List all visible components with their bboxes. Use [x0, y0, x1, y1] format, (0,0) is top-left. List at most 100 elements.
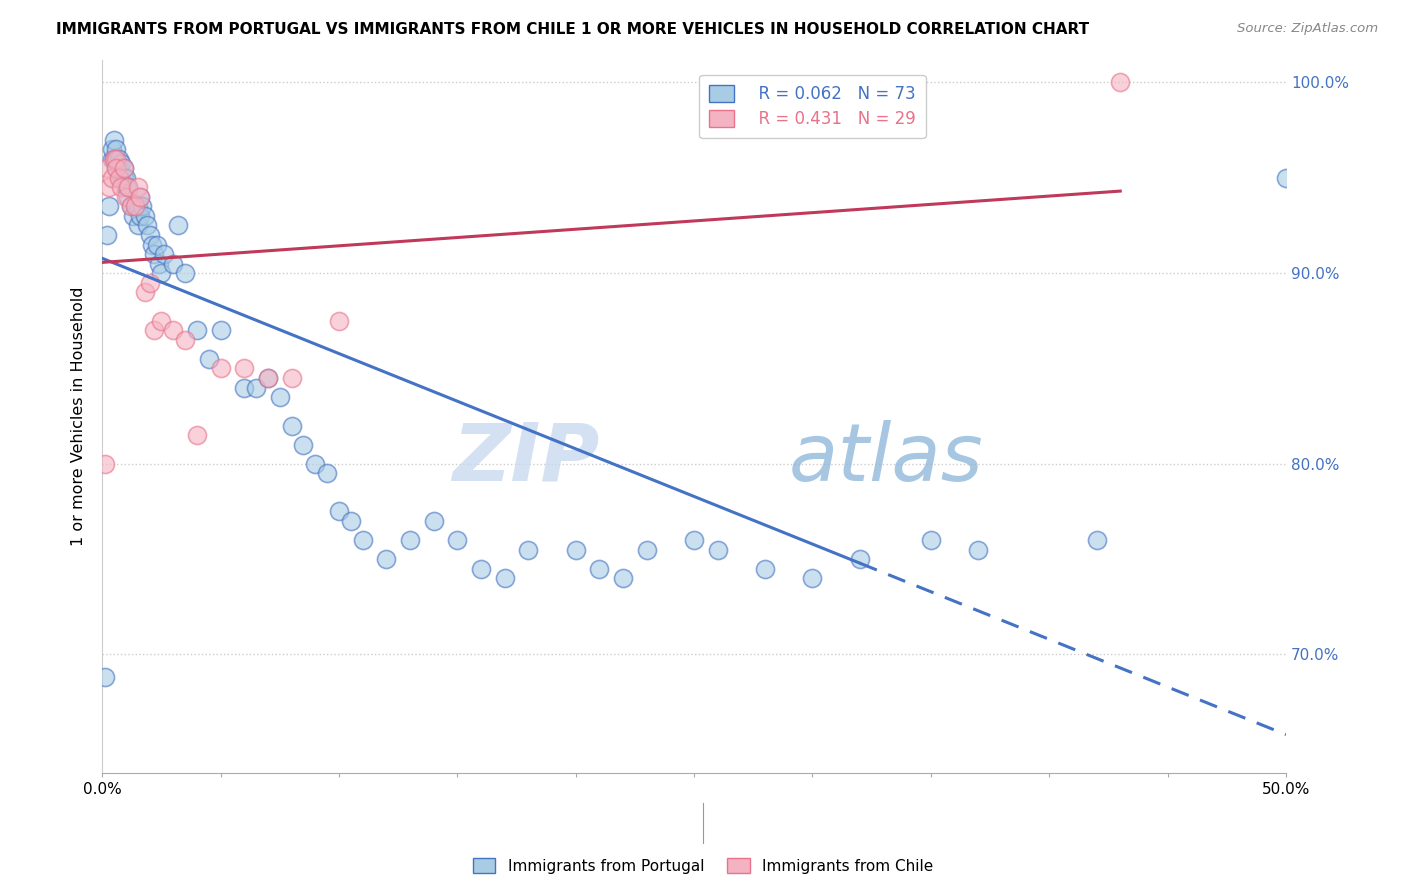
- Point: [233, 361, 256, 376]
- Point: [105, 161, 128, 176]
- Point: [174, 333, 197, 347]
- Point: [967, 542, 990, 557]
- Point: [209, 361, 232, 376]
- Point: [115, 180, 138, 194]
- Point: [103, 152, 125, 166]
- Point: [127, 180, 149, 194]
- Point: [280, 418, 302, 433]
- Point: [186, 323, 208, 337]
- Point: [93, 457, 115, 471]
- Point: [96, 227, 118, 242]
- Point: [134, 209, 156, 223]
- Point: [145, 237, 167, 252]
- Point: [706, 542, 728, 557]
- Point: [683, 533, 706, 547]
- Text: atlas: atlas: [789, 420, 984, 498]
- Point: [100, 142, 122, 156]
- Point: [138, 276, 160, 290]
- Point: [124, 199, 146, 213]
- Point: [1275, 170, 1298, 185]
- Point: [131, 199, 153, 213]
- Point: [107, 152, 129, 166]
- Legend:   R = 0.062   N = 73,   R = 0.431   N = 29: R = 0.062 N = 73, R = 0.431 N = 29: [699, 75, 925, 138]
- Point: [304, 457, 326, 471]
- Point: [152, 247, 174, 261]
- Point: [801, 571, 824, 585]
- Point: [257, 371, 280, 385]
- Point: [446, 533, 468, 547]
- Point: [588, 562, 610, 576]
- Point: [96, 161, 118, 176]
- Point: [103, 133, 125, 147]
- Point: [754, 562, 776, 576]
- Point: [122, 209, 145, 223]
- Text: Source: ZipAtlas.com: Source: ZipAtlas.com: [1237, 22, 1378, 36]
- Point: [105, 161, 128, 176]
- Point: [117, 180, 139, 194]
- Point: [150, 314, 173, 328]
- Point: [422, 514, 444, 528]
- Point: [143, 323, 166, 337]
- Point: [292, 438, 315, 452]
- Point: [103, 152, 125, 166]
- Point: [920, 533, 942, 547]
- Point: [636, 542, 658, 557]
- Point: [129, 190, 152, 204]
- Point: [209, 323, 232, 337]
- Point: [280, 371, 302, 385]
- Point: [233, 380, 256, 394]
- Point: [115, 170, 138, 185]
- Point: [117, 180, 139, 194]
- Point: [120, 199, 142, 213]
- Point: [167, 219, 190, 233]
- Point: [340, 514, 363, 528]
- Point: [316, 467, 339, 481]
- Point: [107, 170, 129, 185]
- Point: [352, 533, 374, 547]
- Point: [399, 533, 422, 547]
- Point: [112, 170, 135, 185]
- Point: [117, 190, 139, 204]
- Point: [1109, 75, 1132, 89]
- Point: [245, 380, 267, 394]
- Point: [143, 247, 166, 261]
- Point: [328, 314, 350, 328]
- Point: [98, 180, 121, 194]
- Point: [517, 542, 540, 557]
- Point: [162, 257, 184, 271]
- Point: [107, 161, 129, 176]
- Point: [112, 161, 135, 176]
- Point: [100, 152, 122, 166]
- Point: [1085, 533, 1108, 547]
- Point: [150, 266, 173, 280]
- Point: [849, 552, 872, 566]
- Point: [136, 219, 159, 233]
- Point: [162, 323, 184, 337]
- Point: [98, 199, 121, 213]
- Point: [612, 571, 634, 585]
- Legend: Immigrants from Portugal, Immigrants from Chile: Immigrants from Portugal, Immigrants fro…: [467, 852, 939, 880]
- Point: [129, 190, 152, 204]
- Point: [127, 199, 149, 213]
- Point: [120, 199, 142, 213]
- Point: [127, 219, 149, 233]
- Point: [148, 257, 170, 271]
- Point: [197, 351, 219, 366]
- Point: [110, 155, 132, 169]
- Text: IMMIGRANTS FROM PORTUGAL VS IMMIGRANTS FROM CHILE 1 OR MORE VEHICLES IN HOUSEHOL: IMMIGRANTS FROM PORTUGAL VS IMMIGRANTS F…: [56, 22, 1090, 37]
- Y-axis label: 1 or more Vehicles in Household: 1 or more Vehicles in Household: [72, 286, 86, 546]
- Point: [470, 562, 492, 576]
- Point: [494, 571, 516, 585]
- Point: [124, 199, 146, 213]
- Point: [328, 504, 350, 518]
- Point: [129, 209, 152, 223]
- Point: [269, 390, 291, 404]
- Point: [257, 371, 280, 385]
- Point: [138, 227, 160, 242]
- Point: [105, 142, 128, 156]
- Point: [174, 266, 197, 280]
- Point: [100, 170, 122, 185]
- Point: [564, 542, 586, 557]
- Point: [93, 670, 115, 684]
- Point: [105, 152, 128, 166]
